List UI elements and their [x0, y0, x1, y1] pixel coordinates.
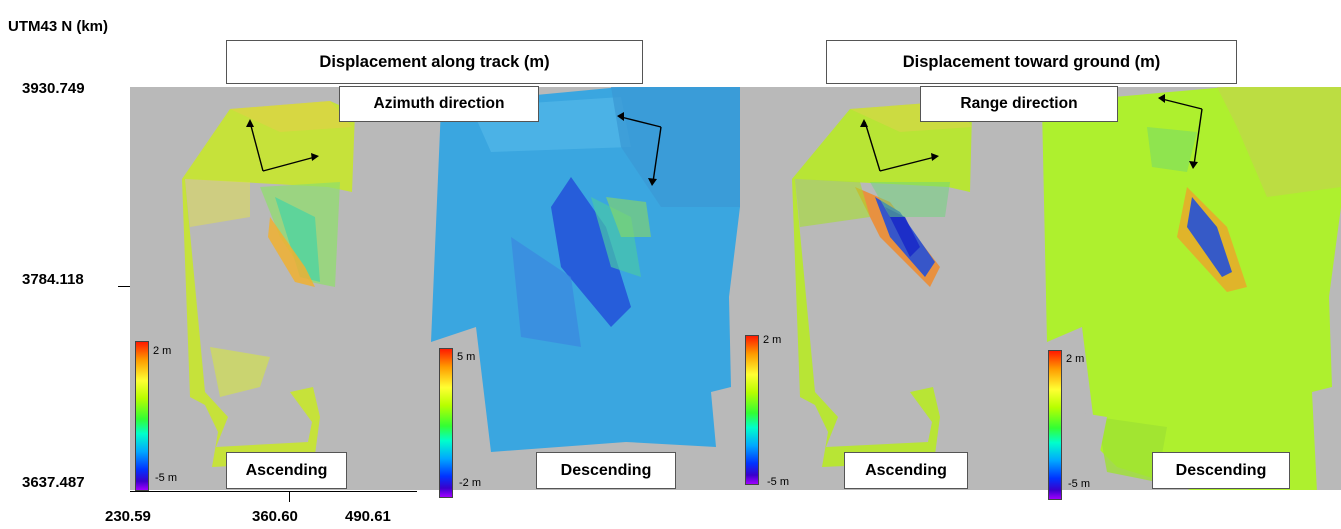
x-tick-right: 490.61: [345, 508, 391, 525]
y-tick-top: 3930.749: [22, 80, 85, 97]
colorbar-3: [745, 335, 759, 485]
x-axis-line: [130, 491, 417, 492]
colorbar-4: [1048, 350, 1062, 500]
colorbar-4-max: 2 m: [1066, 353, 1085, 365]
x-tick-mid: 360.60: [252, 508, 298, 525]
orbit-label-4: Descending: [1152, 452, 1290, 489]
colorbar-3-min: -5 m: [767, 476, 789, 488]
colorbar-2-min: -2 m: [459, 477, 481, 489]
colorbar-2-max: 5 m: [457, 351, 476, 363]
direction-label-azimuth: Azimuth direction: [339, 86, 539, 122]
displacement-map: [792, 101, 972, 467]
y-tick-bottom: 3637.487: [22, 474, 85, 491]
orbit-label-2: Descending: [536, 452, 676, 489]
y-tick-mark: [118, 286, 130, 287]
x-tick-mark: [289, 491, 290, 502]
colorbar-3-max: 2 m: [763, 334, 782, 346]
displacement-map: [1042, 87, 1341, 490]
map-panel-along-ascending: [130, 87, 431, 490]
y-axis-title: UTM43 N (km): [8, 18, 109, 35]
colorbar-1: [135, 341, 149, 491]
colorbar-4-min: -5 m: [1068, 478, 1090, 490]
group-title-toward-ground: Displacement toward ground (m): [826, 40, 1237, 84]
displacement-map: [182, 101, 355, 467]
x-tick-left: 230.59: [105, 508, 151, 525]
colorbar-1-min: -5 m: [155, 472, 177, 484]
colorbar-2: [439, 348, 453, 498]
orbit-label-1: Ascending: [226, 452, 347, 489]
displacement-map: [431, 87, 740, 452]
y-tick-mid: 3784.118: [22, 271, 84, 288]
map-panel-range-ascending: [740, 87, 1037, 490]
group-title-along-track: Displacement along track (m): [226, 40, 643, 84]
colorbar-1-max: 2 m: [153, 345, 172, 357]
orbit-label-3: Ascending: [844, 452, 968, 489]
map-panel-range-descending: [1037, 87, 1341, 490]
map-panel-along-descending: [431, 87, 740, 490]
direction-label-range: Range direction: [920, 86, 1118, 122]
